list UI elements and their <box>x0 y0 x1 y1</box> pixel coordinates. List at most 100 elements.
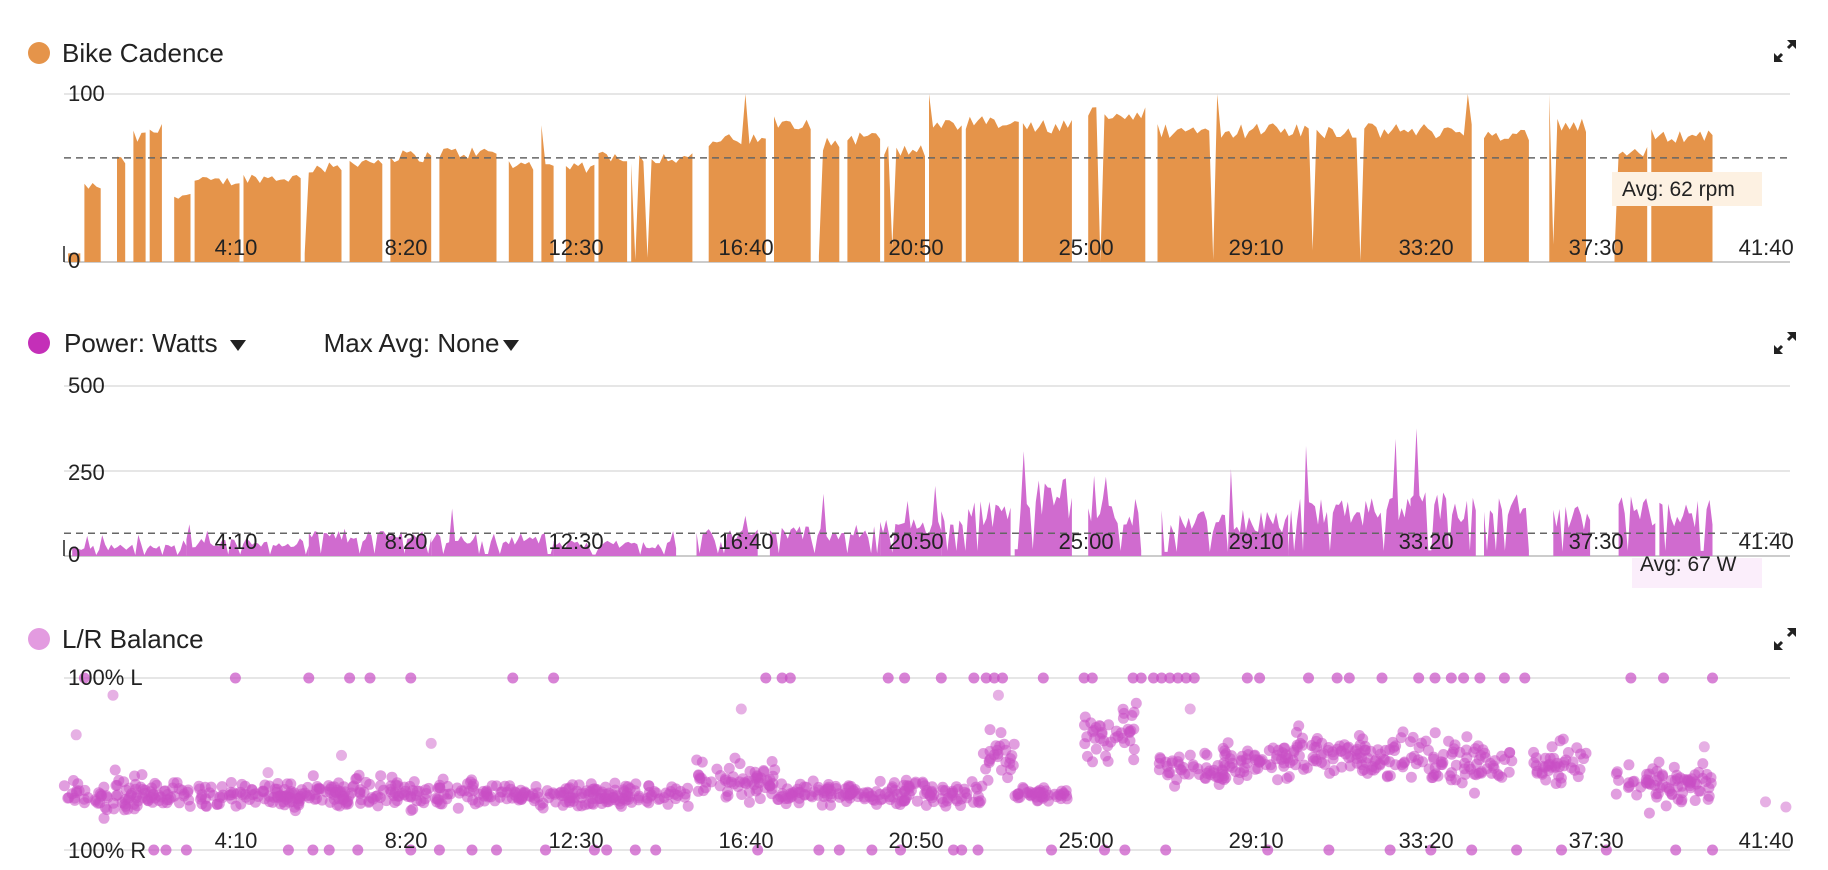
data-point <box>1183 768 1195 780</box>
data-point <box>928 796 940 808</box>
data-point <box>425 737 437 749</box>
data-point <box>79 797 90 809</box>
data-point <box>119 804 130 816</box>
cadence-chart: 100 0 4:10 8:20 12:30 16:40 20:50 25:00 29:10 33:… <box>63 81 1794 273</box>
data-point <box>1445 672 1457 684</box>
data-point <box>1395 732 1407 744</box>
data-point <box>575 788 587 800</box>
area-segment <box>965 116 1019 262</box>
area-segment <box>774 116 811 263</box>
data-point <box>1461 731 1473 743</box>
data-point <box>429 793 441 804</box>
area-segment <box>1088 475 1142 556</box>
data-point <box>149 777 161 789</box>
power-metric-dropdown[interactable]: Power: Watts <box>64 328 246 359</box>
data-point <box>548 672 560 684</box>
data-point <box>700 782 712 794</box>
data-point <box>1613 774 1625 786</box>
data-point <box>328 793 340 805</box>
area-segment <box>1659 499 1713 556</box>
data-point <box>1623 759 1635 771</box>
data-point <box>1425 844 1437 856</box>
data-point <box>601 844 613 856</box>
data-point <box>1172 672 1184 684</box>
data-point <box>129 770 140 782</box>
data-point <box>956 844 968 856</box>
data-point <box>945 787 957 799</box>
data-point <box>1303 672 1314 684</box>
average-label-bg <box>1632 558 1762 588</box>
data-point <box>1308 755 1319 767</box>
data-point <box>1390 740 1402 752</box>
data-point <box>1610 788 1622 800</box>
data-point <box>1160 844 1172 856</box>
power-chart: 500 250 0 4:10 8:20 12:30 16:40 20:50 25:00 29:10… <box>63 373 1794 588</box>
area-segment <box>186 524 309 556</box>
data-point <box>1428 751 1440 763</box>
data-point <box>1046 844 1057 856</box>
x-tick-label: 29:10 <box>1229 529 1284 554</box>
area-segment <box>553 531 677 556</box>
data-point <box>1674 772 1686 784</box>
data-point <box>1188 672 1200 684</box>
data-point <box>1469 787 1480 799</box>
data-point <box>996 764 1007 776</box>
data-point <box>452 802 464 814</box>
balance-panel: L/R Balance <box>0 570 1828 870</box>
data-point <box>1780 801 1792 813</box>
data-point <box>1641 777 1653 789</box>
data-point <box>1283 771 1295 783</box>
power-expand-icon[interactable] <box>1770 328 1800 358</box>
data-point <box>467 794 479 806</box>
x-tick-label: 16:40 <box>719 235 774 260</box>
x-tick-label: 37:30 <box>1569 529 1624 554</box>
area-segment <box>1549 94 1586 262</box>
data-point <box>1288 744 1300 756</box>
data-point <box>1156 672 1168 684</box>
x-tick-label: 20:50 <box>889 235 944 260</box>
y-tick-label: 250 <box>68 460 105 485</box>
data-point <box>1539 752 1551 764</box>
data-point <box>1569 764 1581 776</box>
data-point <box>1119 844 1131 856</box>
cadence-header: Bike Cadence <box>28 36 224 70</box>
data-point <box>1511 844 1523 856</box>
data-point <box>1405 771 1417 783</box>
data-point <box>272 791 284 803</box>
data-point <box>1271 749 1283 761</box>
area-segment <box>818 137 840 262</box>
data-point <box>1558 760 1570 772</box>
data-point <box>1697 758 1709 770</box>
data-point <box>323 844 335 856</box>
data-point <box>1668 761 1680 773</box>
balance-expand-icon[interactable] <box>1770 624 1800 654</box>
data-point <box>988 672 1000 684</box>
data-point <box>346 787 357 799</box>
data-point <box>884 794 896 806</box>
data-point <box>972 844 984 856</box>
area-segment <box>631 153 693 262</box>
data-point <box>184 800 196 812</box>
area-segment <box>133 130 146 262</box>
max-avg-dropdown[interactable]: Max Avg: None <box>324 328 520 359</box>
data-point <box>1676 794 1688 806</box>
area-segment <box>243 174 301 262</box>
data-point <box>911 795 923 807</box>
cadence-expand-icon[interactable] <box>1770 36 1800 66</box>
data-point <box>825 799 836 811</box>
data-point <box>1345 750 1357 762</box>
data-point <box>1369 755 1381 767</box>
data-point <box>466 844 478 856</box>
data-point <box>420 784 431 796</box>
data-point <box>123 792 135 804</box>
data-point <box>1556 844 1567 856</box>
data-point <box>1408 750 1420 762</box>
data-point <box>1128 754 1140 766</box>
x-tick-label: 12:30 <box>549 529 604 554</box>
data-point <box>754 793 766 805</box>
data-point <box>1557 733 1569 745</box>
data-point <box>992 689 1004 701</box>
data-point <box>1625 672 1637 684</box>
x-tick-label: 12:30 <box>549 828 604 853</box>
data-point <box>888 777 900 789</box>
